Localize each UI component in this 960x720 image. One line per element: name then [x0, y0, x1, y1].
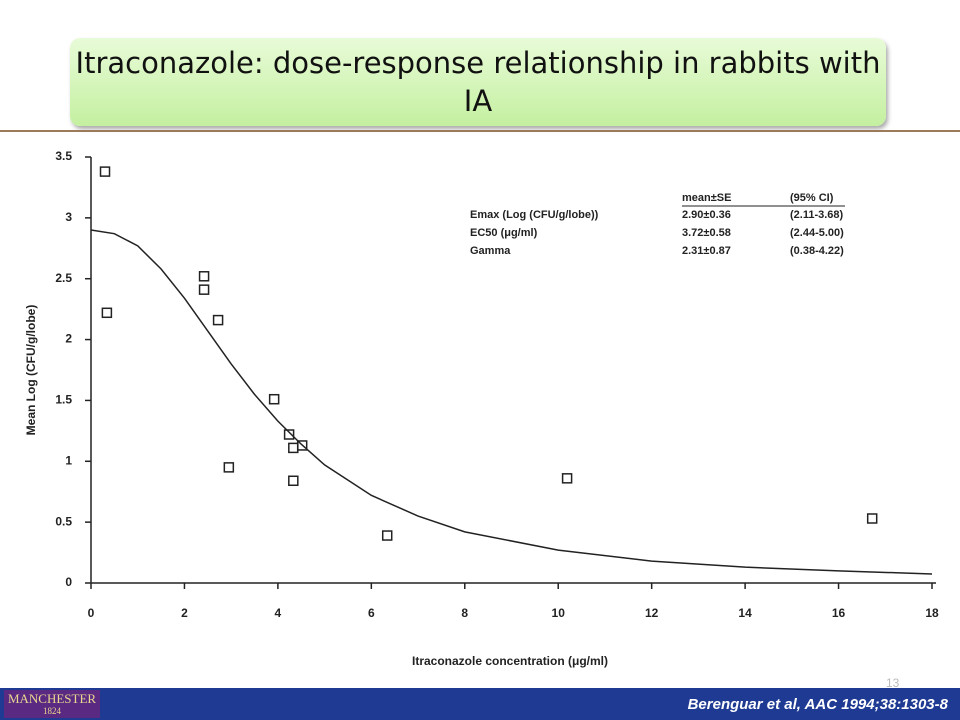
table-cell: Emax (Log (CFU/g/lobe)) [470, 209, 599, 221]
x-tick-label: 12 [645, 606, 659, 620]
x-tick-label: 6 [368, 606, 375, 620]
x-tick-label: 4 [275, 606, 282, 620]
data-point [381, 530, 393, 541]
x-tick-label: 8 [461, 606, 468, 620]
slide-title: Itraconazole: dose-response relationship… [75, 46, 881, 118]
data-point [288, 475, 299, 487]
data-point [296, 440, 308, 451]
data-point [268, 393, 280, 405]
y-tick-label: 0.5 [55, 514, 72, 528]
data-point [223, 462, 235, 473]
y-tick-label: 1.5 [55, 393, 72, 407]
y-axis-label: Mean Log (CFU/g/lobe) [24, 305, 38, 436]
data-point [99, 166, 111, 177]
fit-curve [90, 229, 933, 575]
divider [0, 130, 960, 132]
x-tick-label: 0 [88, 606, 95, 620]
page-number: 13 [886, 676, 900, 690]
citation: Berenguar et al, AAC 1994;38:1303-8 [687, 696, 948, 713]
x-tick-label: 10 [552, 606, 566, 620]
y-tick-label: 3.5 [55, 149, 72, 163]
table-cell: (2.44-5.00) [790, 227, 844, 239]
table-header: mean±SE [682, 192, 731, 204]
logo-year: 1824 [43, 706, 61, 716]
table-cell: Gamma [470, 245, 511, 257]
data-point [866, 513, 878, 524]
data-point [198, 284, 210, 295]
x-tick-label: 16 [832, 606, 846, 620]
data-point [101, 307, 113, 319]
table-cell: 3.72±0.58 [682, 227, 731, 239]
data-point [561, 473, 573, 484]
x-tick-label: 18 [925, 606, 939, 620]
data-point [212, 314, 224, 326]
y-tick-label: 2.5 [55, 271, 72, 285]
y-tick-label: 2 [65, 332, 72, 346]
y-tick-label: 0 [65, 575, 72, 589]
table-cell: (2.11-3.68) [790, 209, 844, 221]
table-cell: 2.90±0.36 [682, 209, 731, 221]
y-tick-label: 1 [65, 453, 72, 467]
y-tick-label: 3 [65, 210, 72, 224]
x-tick-label: 2 [181, 606, 188, 620]
title-box: Itraconazole: dose-response relationship… [70, 38, 886, 126]
footer-bar [0, 688, 960, 720]
chart: Itraconazole concentration (μg/ml) Mean … [24, 149, 939, 668]
logo: MANCHESTER 1824 [4, 690, 100, 718]
data-point [288, 442, 299, 454]
logo-name: MANCHESTER [7, 691, 97, 706]
data-point [198, 271, 210, 282]
x-tick-label: 14 [738, 606, 752, 620]
table-header: (95% CI) [790, 192, 834, 204]
data-point [283, 429, 295, 440]
x-axis-label: Itraconazole concentration (μg/ml) [412, 654, 608, 668]
table-cell: (0.38-4.22) [790, 245, 844, 257]
table-cell: 2.31±0.87 [682, 245, 731, 257]
table-cell: EC50 (μg/ml) [470, 227, 538, 239]
